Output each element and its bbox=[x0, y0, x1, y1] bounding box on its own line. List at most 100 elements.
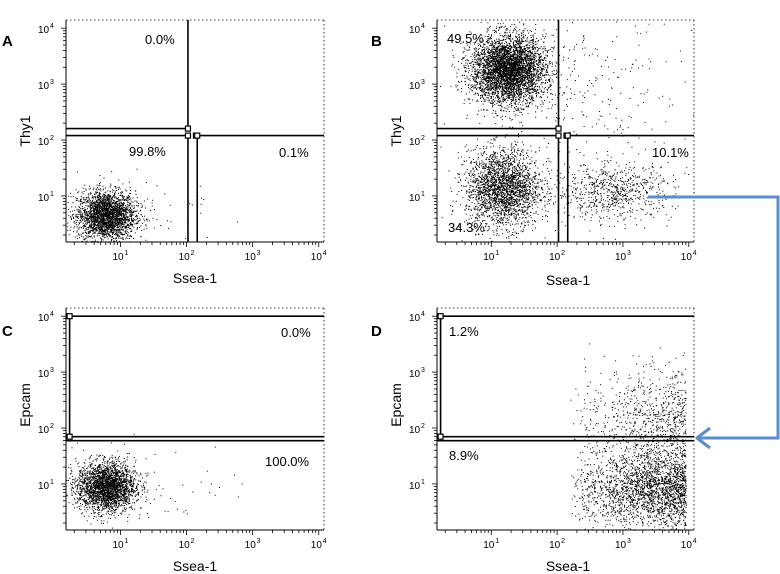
data-point bbox=[137, 218, 138, 219]
data-point bbox=[86, 235, 88, 237]
data-point bbox=[112, 208, 114, 210]
data-point bbox=[518, 91, 520, 93]
data-point bbox=[534, 55, 535, 57]
data-point bbox=[104, 194, 106, 196]
data-point bbox=[120, 219, 122, 221]
data-point bbox=[514, 61, 516, 62]
data-point bbox=[547, 96, 548, 98]
data-point bbox=[99, 210, 101, 212]
data-point bbox=[116, 215, 118, 216]
data-point bbox=[118, 192, 119, 194]
data-point bbox=[533, 57, 534, 59]
data-point bbox=[121, 206, 123, 208]
data-point bbox=[498, 64, 500, 66]
data-point bbox=[522, 92, 524, 93]
data-point bbox=[487, 90, 489, 92]
data-point bbox=[132, 221, 134, 223]
data-point bbox=[539, 73, 541, 75]
data-point bbox=[475, 64, 477, 66]
data-point bbox=[100, 205, 102, 207]
data-point bbox=[92, 189, 94, 191]
data-point bbox=[119, 210, 121, 211]
data-point bbox=[478, 47, 480, 49]
data-point bbox=[502, 97, 504, 99]
data-point bbox=[87, 205, 89, 206]
data-point bbox=[84, 207, 86, 209]
data-point bbox=[495, 57, 497, 59]
data-point bbox=[546, 54, 548, 56]
data-point bbox=[118, 214, 120, 216]
data-point bbox=[524, 84, 525, 86]
data-point bbox=[111, 222, 113, 224]
data-point bbox=[141, 216, 143, 218]
data-point bbox=[483, 64, 485, 66]
data-point bbox=[494, 60, 495, 62]
data-point bbox=[109, 217, 111, 219]
data-point bbox=[95, 230, 97, 232]
data-point bbox=[87, 196, 89, 198]
data-point bbox=[477, 99, 479, 101]
data-point bbox=[478, 37, 480, 39]
data-point bbox=[105, 229, 107, 230]
data-point bbox=[529, 72, 530, 74]
data-point bbox=[491, 61, 493, 63]
data-point bbox=[110, 231, 112, 233]
data-point bbox=[99, 225, 101, 227]
data-point bbox=[484, 67, 486, 69]
data-point bbox=[83, 225, 85, 226]
data-point bbox=[201, 197, 202, 199]
data-point bbox=[531, 64, 533, 66]
data-point bbox=[81, 214, 83, 216]
data-point bbox=[125, 227, 127, 229]
data-point bbox=[95, 206, 97, 208]
data-point bbox=[116, 235, 118, 237]
data-point bbox=[132, 212, 134, 214]
data-point bbox=[516, 54, 518, 56]
x-tick-label-a: 10 bbox=[245, 252, 257, 263]
data-point bbox=[97, 205, 98, 206]
data-point bbox=[511, 86, 513, 87]
data-point bbox=[496, 95, 497, 96]
data-point bbox=[474, 58, 476, 60]
data-point bbox=[529, 60, 531, 62]
data-point bbox=[510, 88, 512, 90]
data-point bbox=[127, 234, 129, 236]
data-point bbox=[505, 95, 507, 97]
data-point bbox=[93, 235, 95, 237]
data-point bbox=[87, 217, 89, 219]
data-point bbox=[528, 45, 530, 47]
data-point bbox=[101, 208, 103, 210]
data-point bbox=[88, 220, 90, 222]
data-point bbox=[101, 220, 103, 222]
data-point bbox=[117, 212, 119, 214]
data-point bbox=[113, 229, 115, 231]
data-point bbox=[508, 65, 510, 67]
data-point bbox=[92, 222, 94, 224]
data-point bbox=[489, 70, 491, 72]
data-point bbox=[122, 208, 124, 210]
data-point bbox=[99, 217, 101, 219]
data-point bbox=[127, 221, 129, 223]
data-point bbox=[486, 66, 488, 68]
data-point bbox=[502, 47, 504, 49]
data-point bbox=[493, 116, 495, 118]
data-point bbox=[505, 91, 507, 93]
data-point bbox=[526, 99, 528, 101]
data-point bbox=[526, 71, 528, 73]
data-point bbox=[496, 50, 498, 51]
data-point bbox=[546, 55, 548, 57]
data-point bbox=[104, 205, 106, 207]
data-point bbox=[110, 216, 112, 218]
data-point bbox=[106, 215, 108, 217]
data-point bbox=[533, 42, 535, 44]
data-point bbox=[97, 187, 98, 189]
data-point bbox=[84, 225, 86, 227]
data-point bbox=[517, 83, 519, 85]
data-point bbox=[122, 205, 124, 207]
data-point bbox=[491, 100, 493, 102]
data-point bbox=[128, 218, 130, 220]
data-point bbox=[96, 196, 98, 198]
data-point bbox=[509, 39, 511, 41]
data-point bbox=[104, 198, 106, 200]
data-point bbox=[108, 216, 110, 218]
